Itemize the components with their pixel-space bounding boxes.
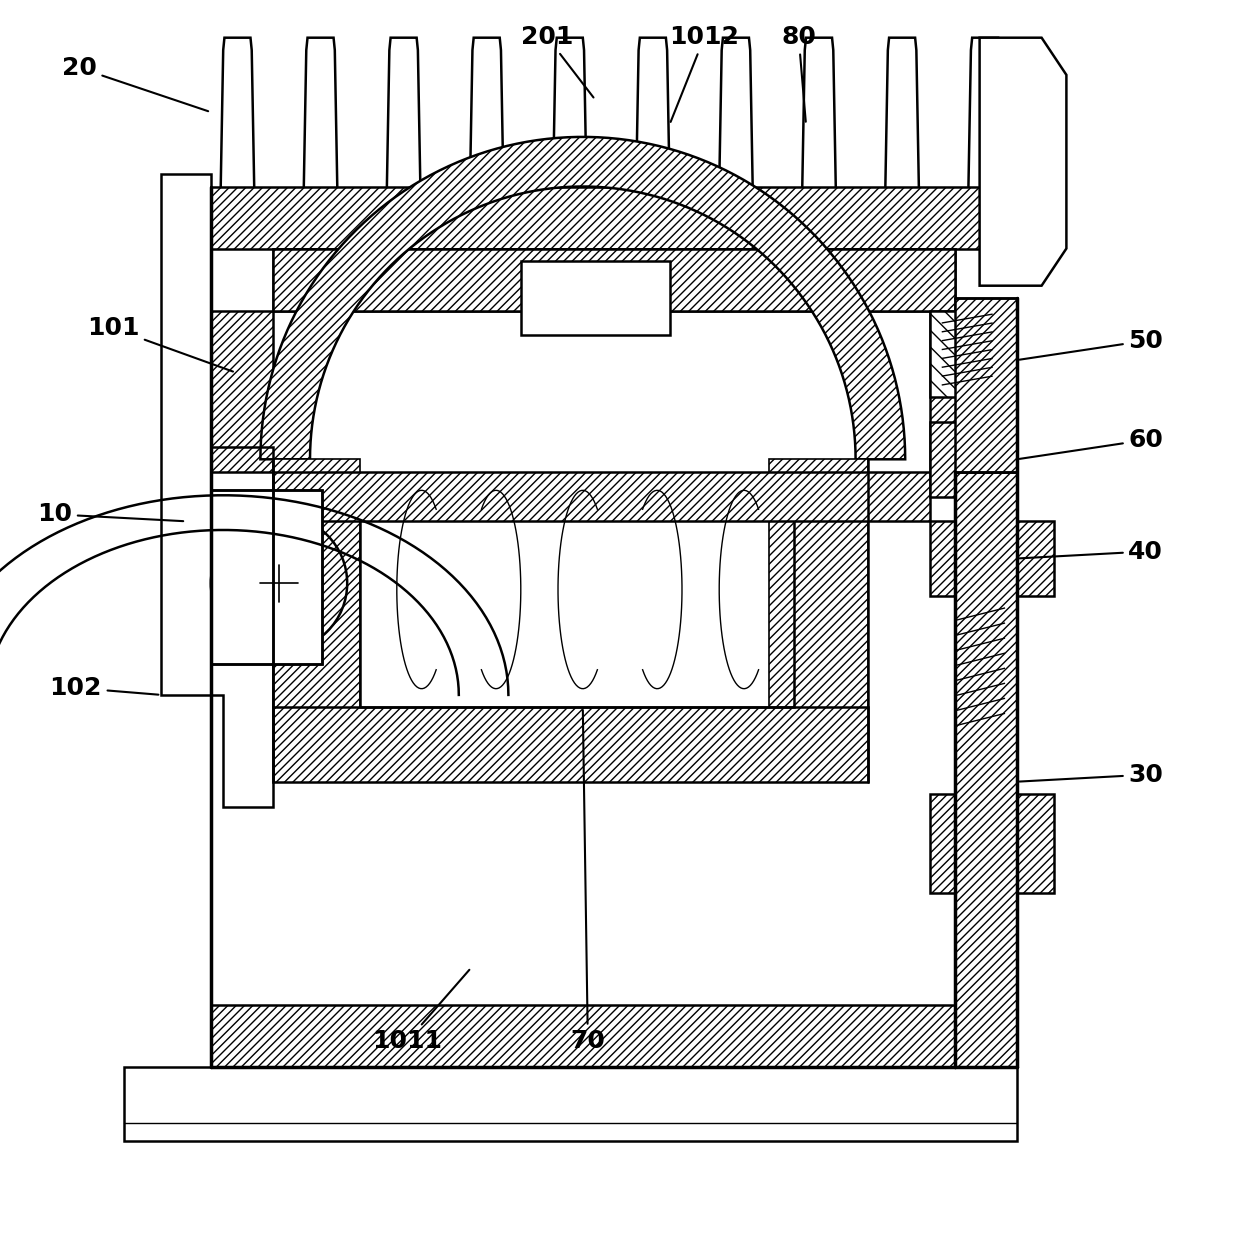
- Polygon shape: [211, 1005, 955, 1067]
- Polygon shape: [930, 521, 1054, 596]
- Polygon shape: [273, 707, 868, 782]
- Text: 10: 10: [37, 503, 184, 526]
- Polygon shape: [930, 422, 1004, 496]
- Polygon shape: [955, 472, 1017, 1067]
- Polygon shape: [930, 794, 1054, 894]
- Polygon shape: [980, 37, 1066, 285]
- Polygon shape: [273, 472, 930, 521]
- Text: 1011: 1011: [372, 969, 470, 1054]
- Polygon shape: [211, 490, 322, 664]
- Polygon shape: [802, 37, 836, 211]
- Polygon shape: [260, 137, 905, 459]
- Polygon shape: [719, 37, 753, 211]
- Polygon shape: [769, 459, 868, 720]
- Text: 30: 30: [1019, 763, 1163, 787]
- Text: 1012: 1012: [670, 25, 739, 122]
- Text: 70: 70: [570, 710, 605, 1054]
- Polygon shape: [521, 261, 670, 335]
- Text: 40: 40: [1019, 540, 1163, 563]
- Polygon shape: [221, 37, 254, 211]
- Text: 80: 80: [781, 25, 816, 122]
- Text: 102: 102: [50, 676, 159, 700]
- Polygon shape: [387, 37, 420, 211]
- Text: 201: 201: [521, 25, 594, 98]
- Polygon shape: [470, 37, 503, 211]
- Polygon shape: [636, 37, 670, 211]
- Text: 50: 50: [1019, 329, 1163, 360]
- Polygon shape: [968, 37, 1002, 211]
- Polygon shape: [273, 459, 360, 720]
- Polygon shape: [553, 37, 587, 211]
- Polygon shape: [211, 186, 1004, 248]
- Polygon shape: [930, 310, 1004, 397]
- Polygon shape: [304, 37, 337, 211]
- Polygon shape: [955, 298, 1017, 472]
- Polygon shape: [885, 37, 919, 211]
- Text: 60: 60: [1019, 428, 1163, 459]
- Polygon shape: [273, 248, 955, 310]
- Polygon shape: [930, 310, 992, 472]
- Polygon shape: [124, 1067, 1017, 1142]
- Text: 101: 101: [87, 316, 233, 371]
- Polygon shape: [211, 310, 273, 472]
- Text: 20: 20: [62, 56, 208, 112]
- Polygon shape: [273, 248, 955, 310]
